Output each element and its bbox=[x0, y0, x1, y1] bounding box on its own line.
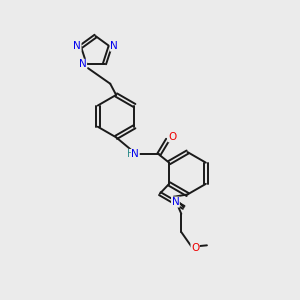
Text: H: H bbox=[127, 149, 134, 159]
Text: N: N bbox=[79, 59, 87, 69]
Text: O: O bbox=[168, 132, 176, 142]
Text: N: N bbox=[172, 197, 179, 207]
Text: N: N bbox=[110, 41, 118, 51]
Text: O: O bbox=[191, 243, 199, 253]
Text: N: N bbox=[73, 41, 81, 51]
Text: N: N bbox=[131, 149, 139, 159]
